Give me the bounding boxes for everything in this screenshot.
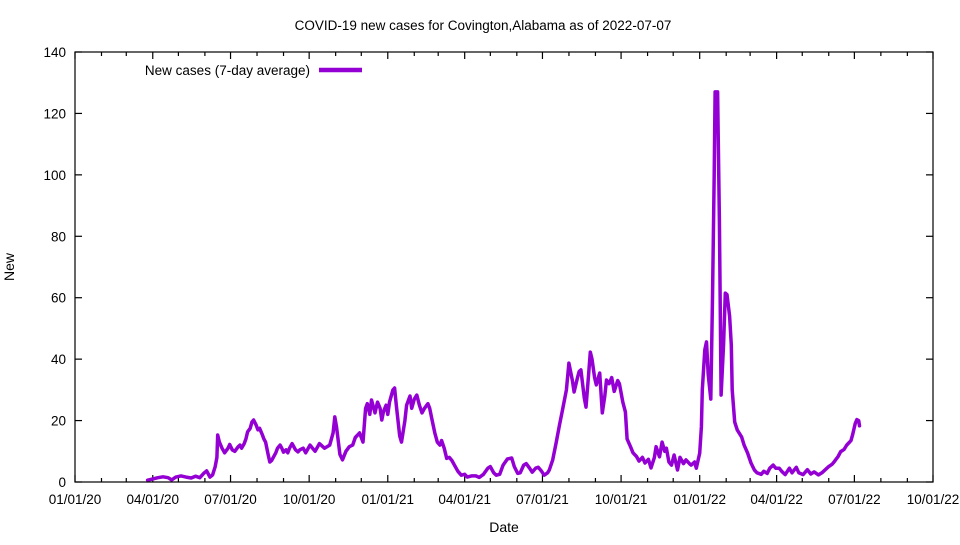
y-tick-label: 60 <box>51 291 66 306</box>
legend-label: New cases (7-day average) <box>145 63 310 78</box>
y-tick-label: 40 <box>51 352 66 367</box>
y-tick-label: 20 <box>51 414 66 429</box>
y-tick-label: 140 <box>43 45 66 60</box>
y-axis-label: New <box>1 252 17 281</box>
chart-title: COVID-19 new cases for Covington,Alabama… <box>295 18 672 33</box>
x-tick-label: 10/01/22 <box>907 492 960 507</box>
series-line-new-cases <box>145 90 862 482</box>
y-tick-label: 100 <box>43 168 66 183</box>
x-tick-label: 10/01/21 <box>595 492 648 507</box>
y-tick-label: 80 <box>51 229 66 244</box>
series-group <box>145 90 862 482</box>
x-tick-label: 10/01/20 <box>283 492 336 507</box>
x-tick-label: 01/01/21 <box>361 492 414 507</box>
y-tick-label: 0 <box>58 475 66 490</box>
plot-frame <box>74 51 934 483</box>
x-tick-label: 04/01/22 <box>750 492 803 507</box>
x-tick-label: 04/01/21 <box>438 492 491 507</box>
x-tick-label: 07/01/20 <box>204 492 257 507</box>
x-tick-label: 04/01/20 <box>126 492 179 507</box>
x-tick-label: 01/01/22 <box>673 492 726 507</box>
y-tick-label: 120 <box>43 106 66 121</box>
x-axis-label: Date <box>489 519 519 535</box>
x-tick-label: 01/01/20 <box>49 492 102 507</box>
x-tick-label: 07/01/22 <box>828 492 881 507</box>
legend: New cases (7-day average) <box>145 63 362 78</box>
x-tick-label: 07/01/21 <box>516 492 569 507</box>
axis-ticks: 01/01/20 04/01/20 07/01/20 10/01/20 01/01/21… <box>43 45 959 507</box>
